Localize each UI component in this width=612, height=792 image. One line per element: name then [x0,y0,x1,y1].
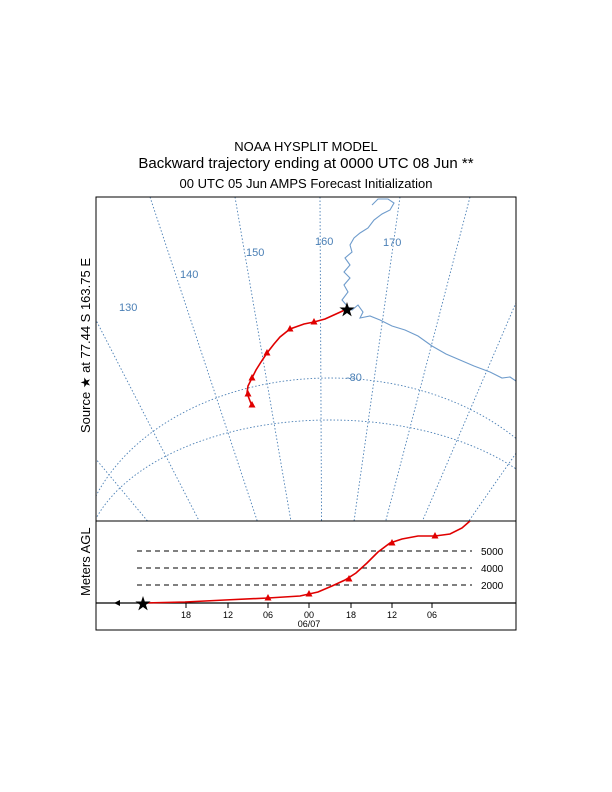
height-marker [264,594,272,601]
meridian-label: 140 [180,269,198,281]
time-ticks [185,603,433,608]
height-levels [137,550,472,586]
level-label-5000: 5000 [481,547,504,558]
trajectory-marker [244,390,252,397]
trajectory-marker [286,325,294,332]
height-axis-label: Meters AGL [78,527,93,596]
height-trace [142,521,471,604]
meridian-line [234,197,292,521]
meridian-label: 160 [315,236,333,248]
meridian-line [421,301,516,521]
parallel-80 [96,377,516,498]
trajectory-marker [263,349,271,356]
time-tick-label: 06 [427,610,437,620]
trajectory-line [246,308,348,407]
parallel-label: -80 [346,372,362,384]
map-frame [95,196,517,522]
meridian-label: 170 [383,237,401,249]
coastline [341,198,516,382]
map-grid [96,197,516,521]
height-marker [388,539,396,546]
time-tick-label: 06 [263,610,273,620]
height-markers [264,532,439,601]
trajectory-marker [248,374,256,381]
meridian-line [149,197,258,521]
time-tick-label: 18 [346,610,356,620]
height-marker [431,532,439,539]
source-label: Source ★ at 77.44 S 163.75 E [78,258,93,433]
source-star-icon [339,302,355,317]
meridian-label: 130 [119,302,137,314]
trajectory-marker [310,318,318,325]
height-frame [95,520,517,631]
height-panel: 5000 4000 2000 18 [78,520,517,631]
trajectory-title: Backward trajectory ending at 0000 UTC 0… [138,155,474,172]
meridian-line [385,197,471,521]
time-tick-label: 12 [387,610,397,620]
parallel-inner [96,419,516,520]
level-label-2000: 2000 [481,581,504,592]
meridian-line [96,319,200,521]
meridian-label: 150 [246,247,264,259]
arrow-left-icon [114,600,120,606]
height-marker [345,575,353,582]
model-title: NOAA HYSPLIT MODEL [234,139,378,154]
map-panel: 130 140 150 160 170 -80 Source ★ at 77.4… [78,196,517,522]
initialization-subtitle: 00 UTC 05 Jun AMPS Forecast Initializati… [179,176,433,191]
time-tick-label: 12 [223,610,233,620]
time-tick-label: 00 [304,610,314,620]
date-label: 06/07 [298,619,321,629]
meridian-line [353,197,401,521]
meridian-line [319,197,322,521]
source-location-label: Source ★ at 77.44 S 163.75 E [78,258,93,433]
source-star-icon [135,596,151,611]
meridian-line [96,458,149,521]
trajectory-marker [248,401,256,408]
meridian-line [468,452,516,521]
time-tick-label: 18 [181,610,191,620]
trajectory-markers [244,318,318,408]
height-marker [305,590,313,597]
level-label-4000: 4000 [481,564,504,575]
